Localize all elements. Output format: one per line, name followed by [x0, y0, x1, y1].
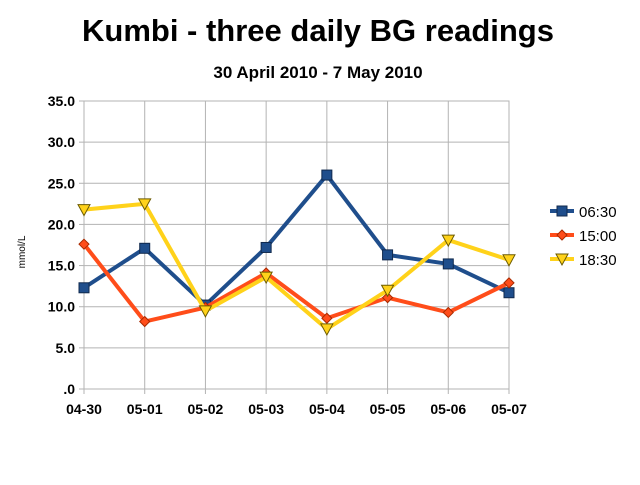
series-line-0630: [82, 173, 510, 308]
y-tick-label: 20.0: [48, 216, 75, 232]
data-point-1830: [137, 198, 152, 211]
y-tick-label: 10.0: [48, 299, 75, 315]
data-point-0630: [503, 287, 515, 299]
data-point-1830: [320, 323, 334, 336]
x-tick-label: 05-02: [188, 401, 224, 417]
chart-subtitle: 30 April 2010 - 7 May 2010: [213, 63, 422, 82]
data-point-0630: [260, 241, 272, 253]
series-layer: [77, 169, 516, 336]
y-tick-label: 25.0: [48, 175, 75, 191]
data-point-1500: [442, 306, 454, 319]
series-1830: [77, 198, 516, 336]
axis-layer: .0 5.0 10.0 15.0 20.0 25.0 30.0 35.0 04-30 05-01 0…: [48, 93, 527, 417]
x-tick-label: 05-01: [127, 401, 163, 417]
legend: 06:30 15:00 18:30: [550, 204, 617, 269]
x-tick-label: 05-05: [370, 401, 406, 417]
legend-item-1830: 18:30: [550, 252, 617, 269]
y-tick-label: 5.0: [56, 340, 76, 356]
data-point-1500: [78, 238, 90, 250]
data-point-1500: [321, 312, 333, 324]
series-1500: [78, 238, 515, 328]
data-point-0630: [139, 242, 151, 254]
legend-marker: [556, 229, 568, 241]
legend-marker: [556, 205, 568, 217]
data-point-0630: [321, 169, 333, 181]
x-tick-label: 05-06: [430, 401, 466, 417]
legend-item-0630: 06:30: [550, 204, 617, 221]
y-tick-label: 30.0: [48, 134, 75, 150]
y-axis-label: mmol/L: [17, 235, 28, 268]
data-point-0630: [442, 258, 454, 270]
legend-item-1500: 15:00: [550, 228, 617, 245]
series-line-1500: [82, 242, 510, 324]
legend-label: 06:30: [579, 204, 617, 221]
y-tick-label: 35.0: [48, 93, 75, 109]
data-point-1830: [259, 271, 273, 285]
legend-marker: [555, 253, 569, 267]
data-point-0630: [382, 249, 394, 261]
data-point-1500: [139, 315, 151, 328]
series-line-1830: [83, 201, 510, 331]
chart-title: Kumbi - three daily BG readings: [82, 13, 554, 48]
x-tick-label: 05-03: [248, 401, 284, 417]
data-point-1500: [503, 277, 515, 289]
y-tick-label: 15.0: [48, 258, 75, 274]
x-tick-label: 05-04: [309, 401, 345, 417]
data-point-1830: [502, 254, 516, 267]
data-point-0630: [78, 282, 90, 294]
y-tick-label: .0: [63, 381, 75, 397]
legend-label: 18:30: [579, 252, 617, 269]
data-point-1830: [77, 204, 91, 217]
legend-label: 15:00: [579, 228, 617, 245]
x-tick-label: 05-07: [491, 401, 527, 417]
x-tick-label: 04-30: [66, 401, 102, 417]
data-point-1830: [198, 305, 213, 318]
data-point-1830: [441, 234, 456, 248]
data-point-1830: [380, 284, 395, 298]
grid-layer: [83, 100, 510, 390]
data-point-1500: [381, 291, 394, 304]
